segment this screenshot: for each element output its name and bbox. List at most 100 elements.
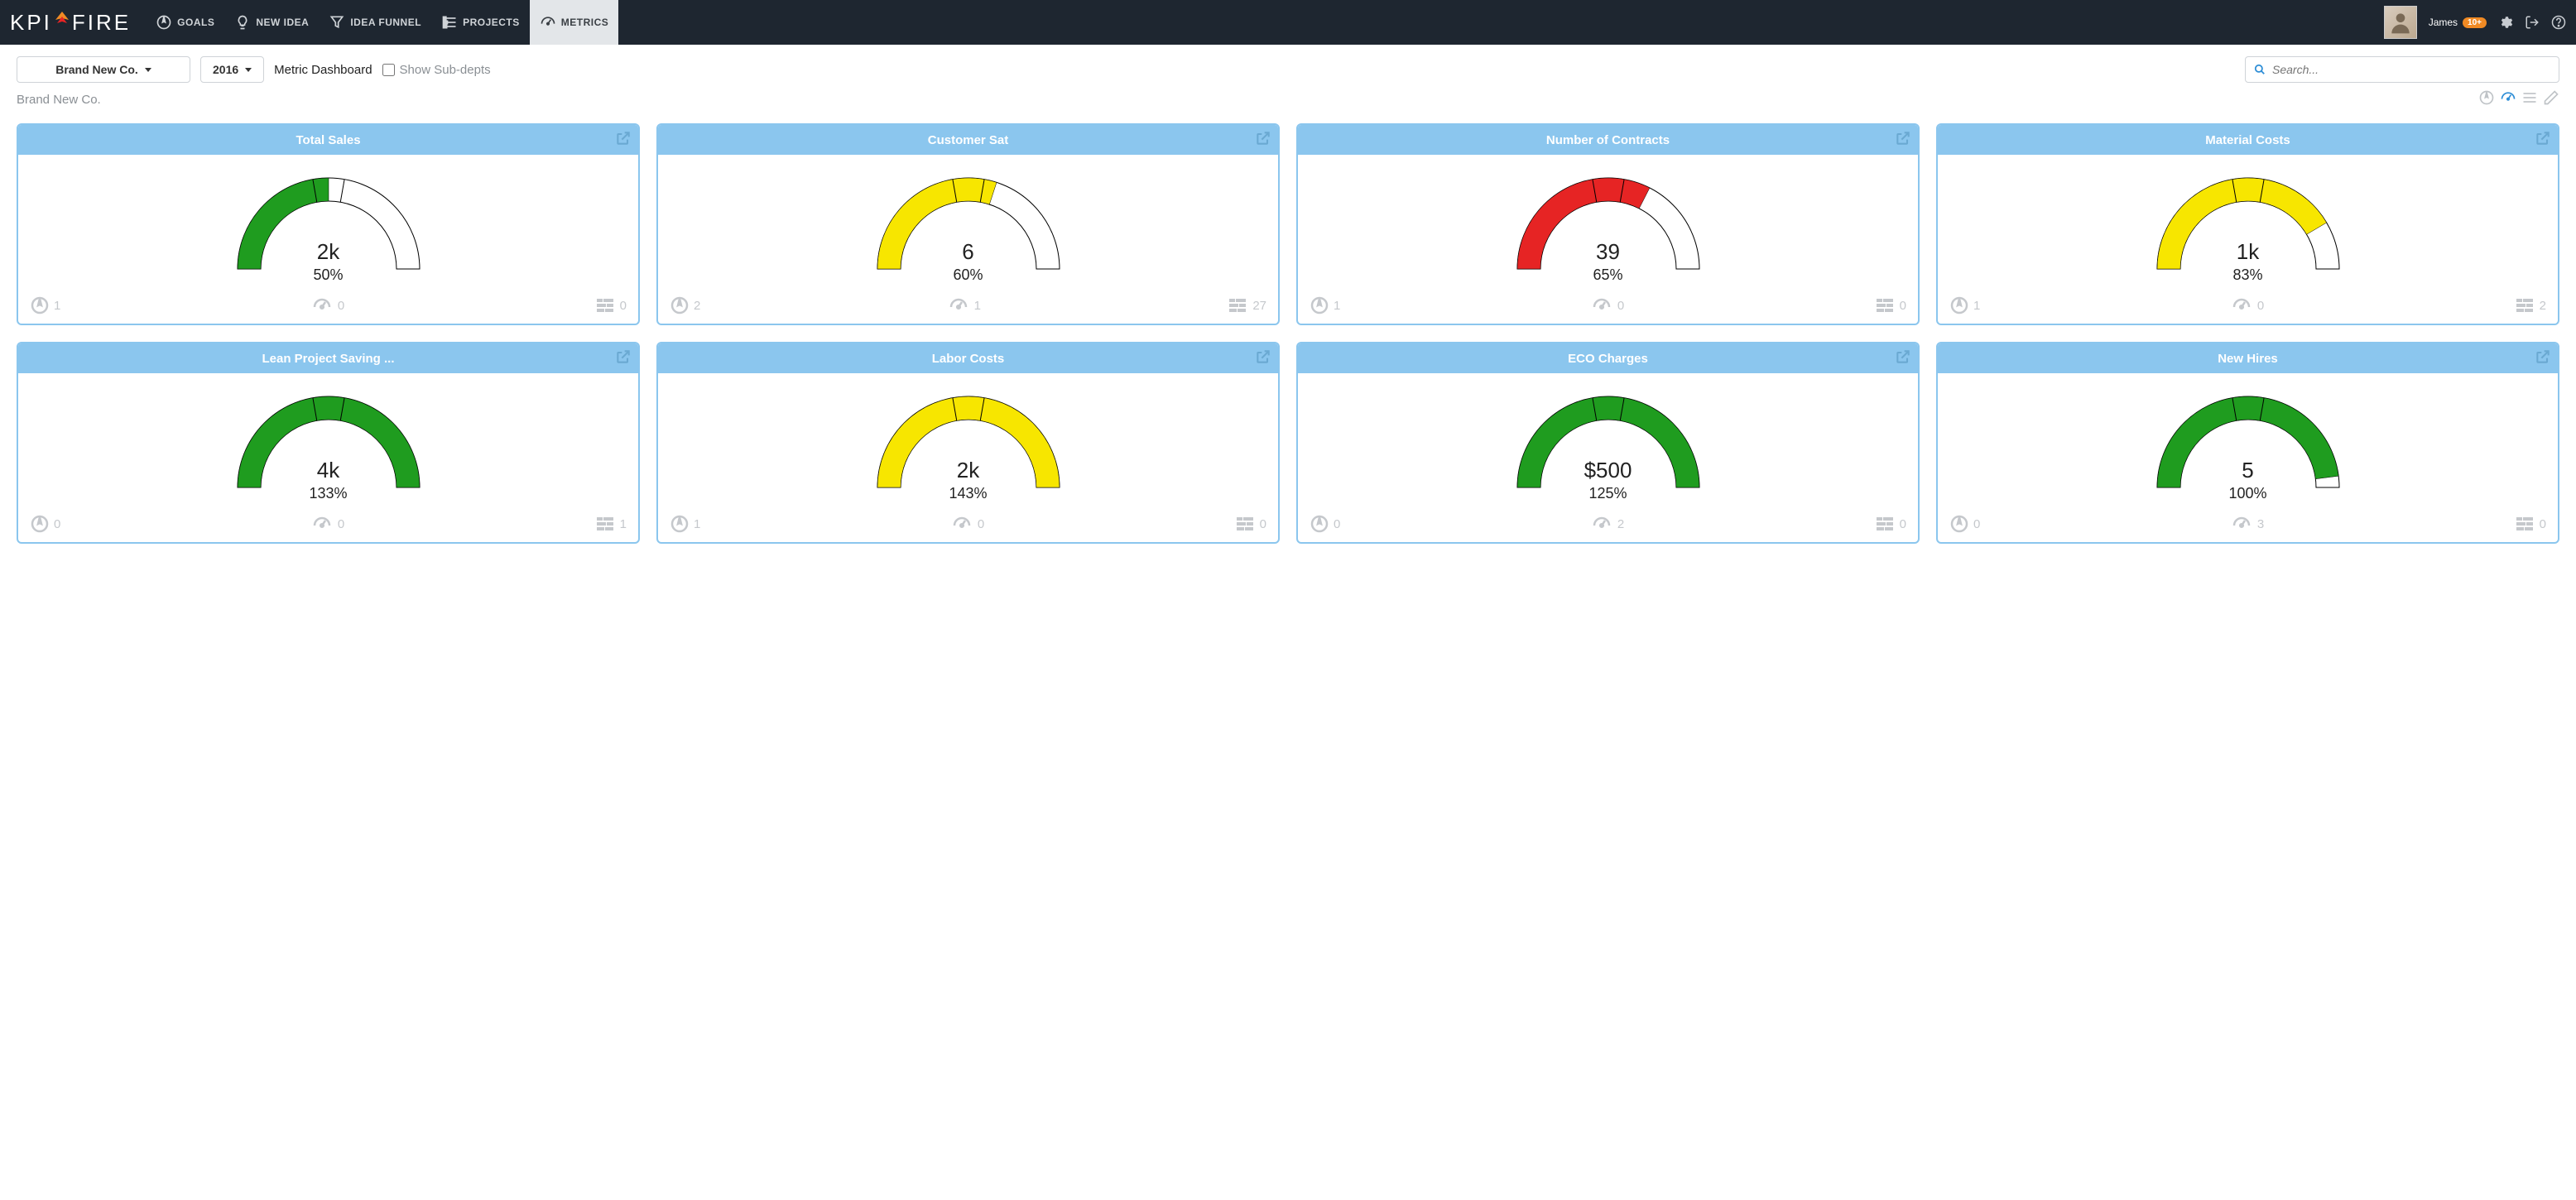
footer-goals[interactable]: 0 <box>30 514 60 534</box>
popout-icon[interactable] <box>615 130 632 150</box>
popout-icon[interactable] <box>1895 130 1911 150</box>
footer-metrics[interactable]: 0 <box>950 514 984 534</box>
popout-icon[interactable] <box>1255 348 1271 368</box>
metrics-grid: Total Sales 2k 50% 1 <box>0 117 2576 560</box>
footer-projects[interactable]: 27 <box>1227 295 1266 315</box>
footer-metrics[interactable]: 0 <box>1590 295 1624 315</box>
card-header: Total Sales <box>18 125 638 155</box>
footer-metrics-count: 0 <box>1617 299 1624 313</box>
nav-idea-funnel[interactable]: IDEA FUNNEL <box>319 0 431 45</box>
metric-card[interactable]: Total Sales 2k 50% 1 <box>17 123 640 325</box>
card-body: 2k 143% <box>658 373 1278 507</box>
footer-projects-count: 0 <box>1900 517 1906 531</box>
gauge-value: 4k <box>317 458 339 483</box>
user-name: James <box>2429 17 2458 28</box>
gauge-percent: 100% <box>2228 485 2266 502</box>
nav-new-idea[interactable]: NEW IDEA <box>224 0 319 45</box>
gauge-percent: 50% <box>313 266 343 284</box>
footer-projects-count: 2 <box>2540 299 2546 313</box>
company-select[interactable]: Brand New Co. <box>17 56 190 83</box>
gauge-value: 39 <box>1596 239 1620 265</box>
card-header: Number of Contracts <box>1298 125 1918 155</box>
logout-icon[interactable] <box>2525 15 2540 30</box>
help-icon[interactable] <box>2551 15 2566 30</box>
card-footer: 2 1 27 <box>658 289 1278 324</box>
gauge-value: 2k <box>317 239 339 265</box>
footer-goals-count: 1 <box>54 299 60 313</box>
footer-metrics[interactable]: 1 <box>947 295 981 315</box>
user-label[interactable]: James 10+ <box>2429 17 2487 28</box>
card-body: 4k 133% <box>18 373 638 507</box>
footer-goals[interactable]: 2 <box>670 295 700 315</box>
footer-metrics[interactable]: 2 <box>1590 514 1624 534</box>
view-edit-icon[interactable] <box>2543 89 2559 110</box>
metric-card[interactable]: ECO Charges $500 125% 0 <box>1296 342 1920 544</box>
footer-metrics[interactable]: 0 <box>2230 295 2264 315</box>
footer-projects-count: 0 <box>1900 299 1906 313</box>
popout-icon[interactable] <box>1895 348 1911 368</box>
popout-icon[interactable] <box>2535 130 2551 150</box>
footer-metrics[interactable]: 0 <box>310 295 344 315</box>
search-input[interactable] <box>2272 63 2550 76</box>
nav-projects[interactable]: PROJECTS <box>431 0 530 45</box>
card-footer: 0 0 1 <box>18 507 638 542</box>
footer-metrics-count: 0 <box>978 517 984 531</box>
footer-goals[interactable]: 0 <box>1310 514 1340 534</box>
show-subdepts-checkbox[interactable] <box>382 64 395 76</box>
show-subdepts-label: Show Sub-depts <box>400 63 491 77</box>
footer-metrics[interactable]: 3 <box>2230 514 2264 534</box>
card-footer: 1 0 2 <box>1938 289 2558 324</box>
card-header: ECO Charges <box>1298 343 1918 373</box>
footer-goals[interactable]: 1 <box>670 514 700 534</box>
metric-card[interactable]: Material Costs 1k 83% 1 <box>1936 123 2559 325</box>
footer-metrics-count: 3 <box>2257 517 2264 531</box>
footer-projects-count: 0 <box>1260 517 1266 531</box>
metric-card[interactable]: Number of Contracts 39 65% 1 <box>1296 123 1920 325</box>
card-title: Labor Costs <box>932 352 1005 366</box>
popout-icon[interactable] <box>1255 130 1271 150</box>
footer-metrics[interactable]: 0 <box>310 514 344 534</box>
card-title: Material Costs <box>2205 133 2290 147</box>
footer-goals[interactable]: 1 <box>1310 295 1340 315</box>
nav-goals[interactable]: GOALS <box>146 0 224 45</box>
gauge-percent: 143% <box>949 485 987 502</box>
metric-card[interactable]: Lean Project Saving ... 4k 133% 0 <box>17 342 640 544</box>
logo[interactable]: KPI FIRE <box>10 10 131 36</box>
card-header: Customer Sat <box>658 125 1278 155</box>
footer-projects[interactable]: 0 <box>1874 295 1906 315</box>
year-select[interactable]: 2016 <box>200 56 264 83</box>
flame-icon <box>54 10 70 36</box>
footer-projects[interactable]: 0 <box>594 295 627 315</box>
card-body: 6 60% <box>658 155 1278 289</box>
subbar: Brand New Co. 2016 Metric Dashboard Show… <box>0 45 2576 88</box>
metric-card[interactable]: Customer Sat 6 60% 2 <box>656 123 1280 325</box>
footer-metrics-count: 0 <box>338 299 344 313</box>
view-gauge-icon[interactable] <box>2500 89 2516 110</box>
view-goals-icon[interactable] <box>2478 89 2495 110</box>
footer-goals[interactable]: 1 <box>1949 295 1980 315</box>
year-value: 2016 <box>213 63 238 76</box>
topnav-right: James 10+ <box>2384 6 2566 39</box>
footer-projects[interactable]: 0 <box>1234 514 1266 534</box>
footer-projects[interactable]: 0 <box>1874 514 1906 534</box>
search-box[interactable] <box>2245 56 2559 83</box>
footer-goals-count: 0 <box>1334 517 1340 531</box>
gear-icon[interactable] <box>2498 15 2513 30</box>
card-body: 1k 83% <box>1938 155 2558 289</box>
footer-projects[interactable]: 1 <box>594 514 627 534</box>
metric-card[interactable]: New Hires 5 100% 0 <box>1936 342 2559 544</box>
view-list-icon[interactable] <box>2521 89 2538 110</box>
card-title: New Hires <box>2218 352 2278 366</box>
popout-icon[interactable] <box>615 348 632 368</box>
metric-card[interactable]: Labor Costs 2k 143% 1 <box>656 342 1280 544</box>
avatar[interactable] <box>2384 6 2417 39</box>
footer-projects[interactable]: 2 <box>2514 295 2546 315</box>
popout-icon[interactable] <box>2535 348 2551 368</box>
card-body: 5 100% <box>1938 373 2558 507</box>
footer-goals[interactable]: 0 <box>1949 514 1980 534</box>
nav-metrics[interactable]: METRICS <box>530 0 619 45</box>
footer-goals[interactable]: 1 <box>30 295 60 315</box>
show-subdepts-toggle[interactable]: Show Sub-depts <box>382 63 491 77</box>
topnav: KPI FIRE GOALS NEW IDEA IDEA FUNNEL PROJ… <box>0 0 2576 45</box>
footer-projects[interactable]: 0 <box>2514 514 2546 534</box>
